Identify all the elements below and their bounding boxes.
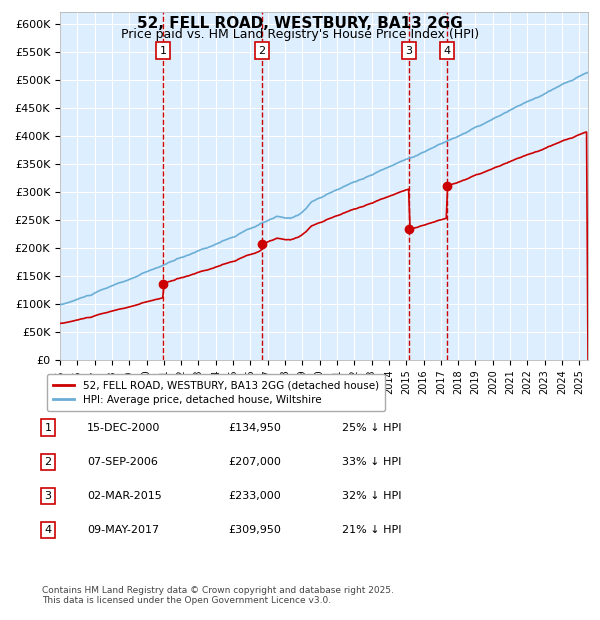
Text: 02-MAR-2015: 02-MAR-2015 (87, 491, 162, 501)
Text: 25% ↓ HPI: 25% ↓ HPI (342, 423, 401, 433)
Text: 1: 1 (44, 423, 52, 433)
Text: £309,950: £309,950 (228, 525, 281, 535)
Text: £207,000: £207,000 (228, 457, 281, 467)
Text: 09-MAY-2017: 09-MAY-2017 (87, 525, 159, 535)
Text: 4: 4 (44, 525, 52, 535)
Text: 33% ↓ HPI: 33% ↓ HPI (342, 457, 401, 467)
Text: 3: 3 (44, 491, 52, 501)
Text: 21% ↓ HPI: 21% ↓ HPI (342, 525, 401, 535)
Text: Price paid vs. HM Land Registry's House Price Index (HPI): Price paid vs. HM Land Registry's House … (121, 28, 479, 41)
Text: 07-SEP-2006: 07-SEP-2006 (87, 457, 158, 467)
Text: 2: 2 (259, 46, 266, 56)
Text: £233,000: £233,000 (228, 491, 281, 501)
Text: 2: 2 (44, 457, 52, 467)
Text: 3: 3 (406, 46, 413, 56)
Text: 4: 4 (443, 46, 451, 56)
Text: 15-DEC-2000: 15-DEC-2000 (87, 423, 160, 433)
Text: 32% ↓ HPI: 32% ↓ HPI (342, 491, 401, 501)
Text: £134,950: £134,950 (228, 423, 281, 433)
Text: 1: 1 (160, 46, 167, 56)
Text: Contains HM Land Registry data © Crown copyright and database right 2025.
This d: Contains HM Land Registry data © Crown c… (42, 586, 394, 605)
Legend: 52, FELL ROAD, WESTBURY, BA13 2GG (detached house), HPI: Average price, detached: 52, FELL ROAD, WESTBURY, BA13 2GG (detac… (47, 374, 385, 411)
Text: 52, FELL ROAD, WESTBURY, BA13 2GG: 52, FELL ROAD, WESTBURY, BA13 2GG (137, 16, 463, 30)
